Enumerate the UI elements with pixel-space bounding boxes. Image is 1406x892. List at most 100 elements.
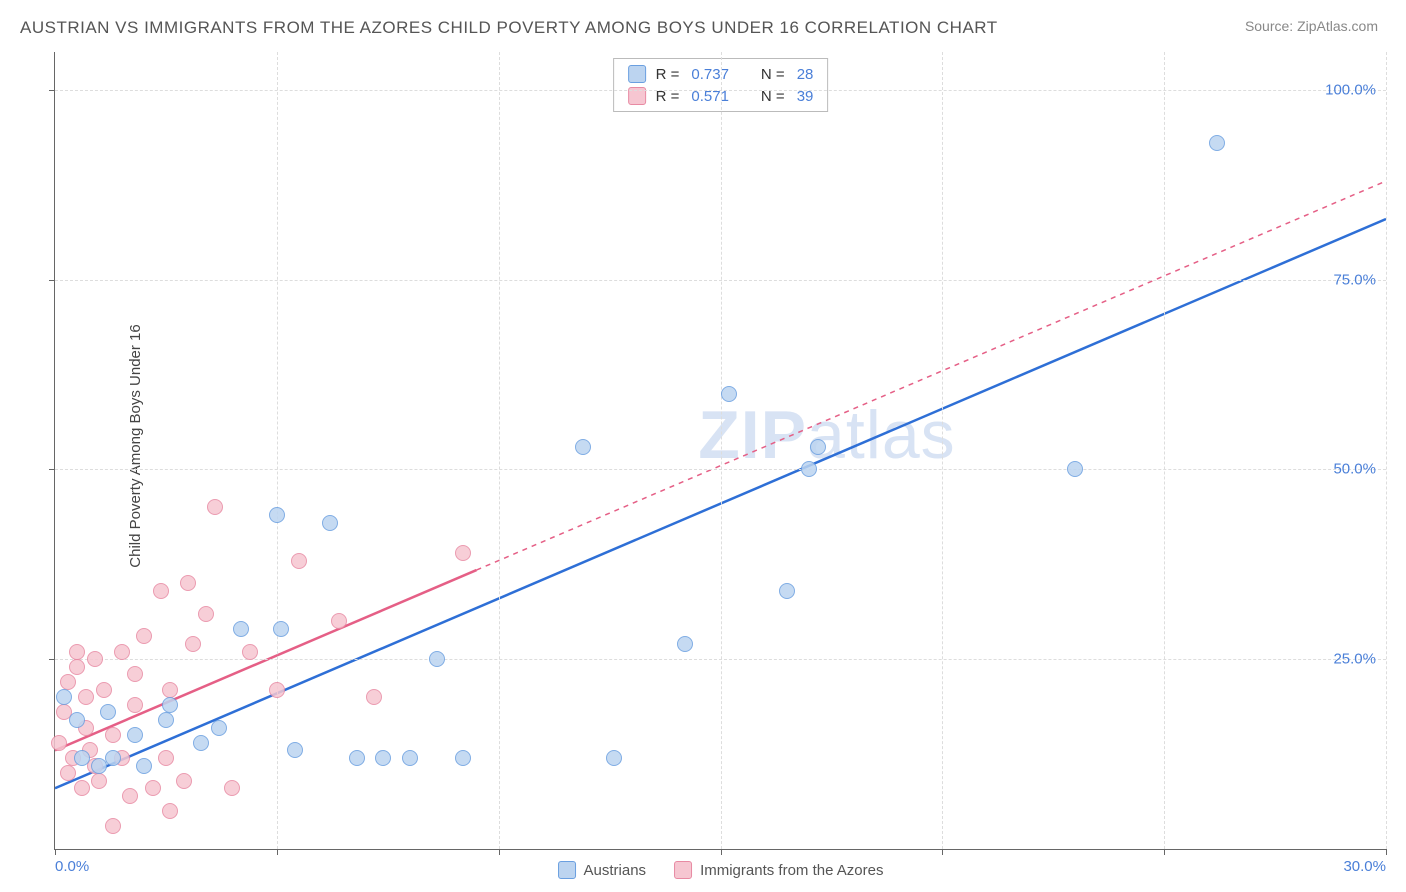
scatter-point [375, 750, 391, 766]
scatter-plot-area: ZIPatlas R = 0.737 N = 28 R = 0.571 N = … [54, 52, 1386, 850]
n-value-austrians: 28 [797, 66, 814, 83]
scatter-point [136, 758, 152, 774]
scatter-point [162, 697, 178, 713]
chart-title: AUSTRIAN VS IMMIGRANTS FROM THE AZORES C… [20, 18, 998, 38]
scatter-point [105, 818, 121, 834]
swatch-austrians [558, 861, 576, 879]
ytick-label: 75.0% [1333, 271, 1376, 288]
scatter-point [810, 439, 826, 455]
scatter-point [96, 682, 112, 698]
scatter-point [721, 386, 737, 402]
scatter-point [455, 545, 471, 561]
xtick-mark [1386, 849, 1387, 855]
scatter-point [233, 621, 249, 637]
legend-item-austrians: Austrians [558, 861, 647, 879]
scatter-point [51, 735, 67, 751]
scatter-point [158, 712, 174, 728]
scatter-point [69, 659, 85, 675]
scatter-point [331, 613, 347, 629]
scatter-point [349, 750, 365, 766]
xtick-mark [721, 849, 722, 855]
scatter-point [153, 583, 169, 599]
scatter-point [87, 651, 103, 667]
swatch-azores [674, 861, 692, 879]
gridline-v [942, 52, 943, 849]
scatter-point [127, 727, 143, 743]
scatter-point [74, 750, 90, 766]
source-attribution: Source: ZipAtlas.com [1245, 18, 1378, 34]
scatter-point [677, 636, 693, 652]
scatter-point [224, 780, 240, 796]
swatch-austrians [628, 65, 646, 83]
scatter-point [91, 773, 107, 789]
watermark: ZIPatlas [698, 396, 955, 474]
xtick-mark [55, 849, 56, 855]
scatter-point [60, 765, 76, 781]
gridline-v [277, 52, 278, 849]
regression-line [476, 181, 1386, 570]
legend-label-azores: Immigrants from the Azores [700, 862, 883, 879]
ytick-mark [49, 659, 55, 660]
scatter-point [287, 742, 303, 758]
scatter-point [429, 651, 445, 667]
legend-label-austrians: Austrians [584, 862, 647, 879]
scatter-point [269, 507, 285, 523]
gridline-v [1386, 52, 1387, 849]
scatter-point [56, 689, 72, 705]
scatter-point [60, 674, 76, 690]
scatter-point [455, 750, 471, 766]
scatter-point [193, 735, 209, 751]
scatter-point [136, 628, 152, 644]
scatter-point [69, 712, 85, 728]
scatter-point [779, 583, 795, 599]
scatter-point [122, 788, 138, 804]
n-label: N = [761, 66, 785, 83]
scatter-point [291, 553, 307, 569]
scatter-point [1209, 135, 1225, 151]
xtick-mark [277, 849, 278, 855]
scatter-point [176, 773, 192, 789]
scatter-point [1067, 461, 1083, 477]
gridline-v [499, 52, 500, 849]
scatter-point [78, 689, 94, 705]
ytick-label: 25.0% [1333, 651, 1376, 668]
ytick-label: 100.0% [1325, 81, 1376, 98]
gridline-v [721, 52, 722, 849]
scatter-point [114, 644, 130, 660]
scatter-point [145, 780, 161, 796]
series-legend: Austrians Immigrants from the Azores [558, 861, 884, 879]
scatter-point [185, 636, 201, 652]
scatter-point [100, 704, 116, 720]
xtick-mark [1164, 849, 1165, 855]
scatter-point [127, 697, 143, 713]
scatter-point [211, 720, 227, 736]
scatter-point [273, 621, 289, 637]
scatter-point [105, 750, 121, 766]
ytick-mark [49, 469, 55, 470]
xtick-label: 30.0% [1343, 858, 1386, 875]
watermark-atlas: atlas [807, 397, 956, 473]
legend-item-azores: Immigrants from the Azores [674, 861, 883, 879]
scatter-point [366, 689, 382, 705]
scatter-point [162, 803, 178, 819]
ytick-label: 50.0% [1333, 461, 1376, 478]
scatter-point [69, 644, 85, 660]
ytick-mark [49, 280, 55, 281]
scatter-point [575, 439, 591, 455]
scatter-point [322, 515, 338, 531]
watermark-zip: ZIP [698, 397, 807, 473]
scatter-point [269, 682, 285, 698]
xtick-mark [499, 849, 500, 855]
ytick-mark [49, 90, 55, 91]
scatter-point [127, 666, 143, 682]
scatter-point [105, 727, 121, 743]
scatter-point [180, 575, 196, 591]
scatter-point [801, 461, 817, 477]
scatter-point [198, 606, 214, 622]
xtick-label: 0.0% [55, 858, 89, 875]
scatter-point [158, 750, 174, 766]
gridline-v [1164, 52, 1165, 849]
scatter-point [207, 499, 223, 515]
scatter-point [606, 750, 622, 766]
scatter-point [74, 780, 90, 796]
